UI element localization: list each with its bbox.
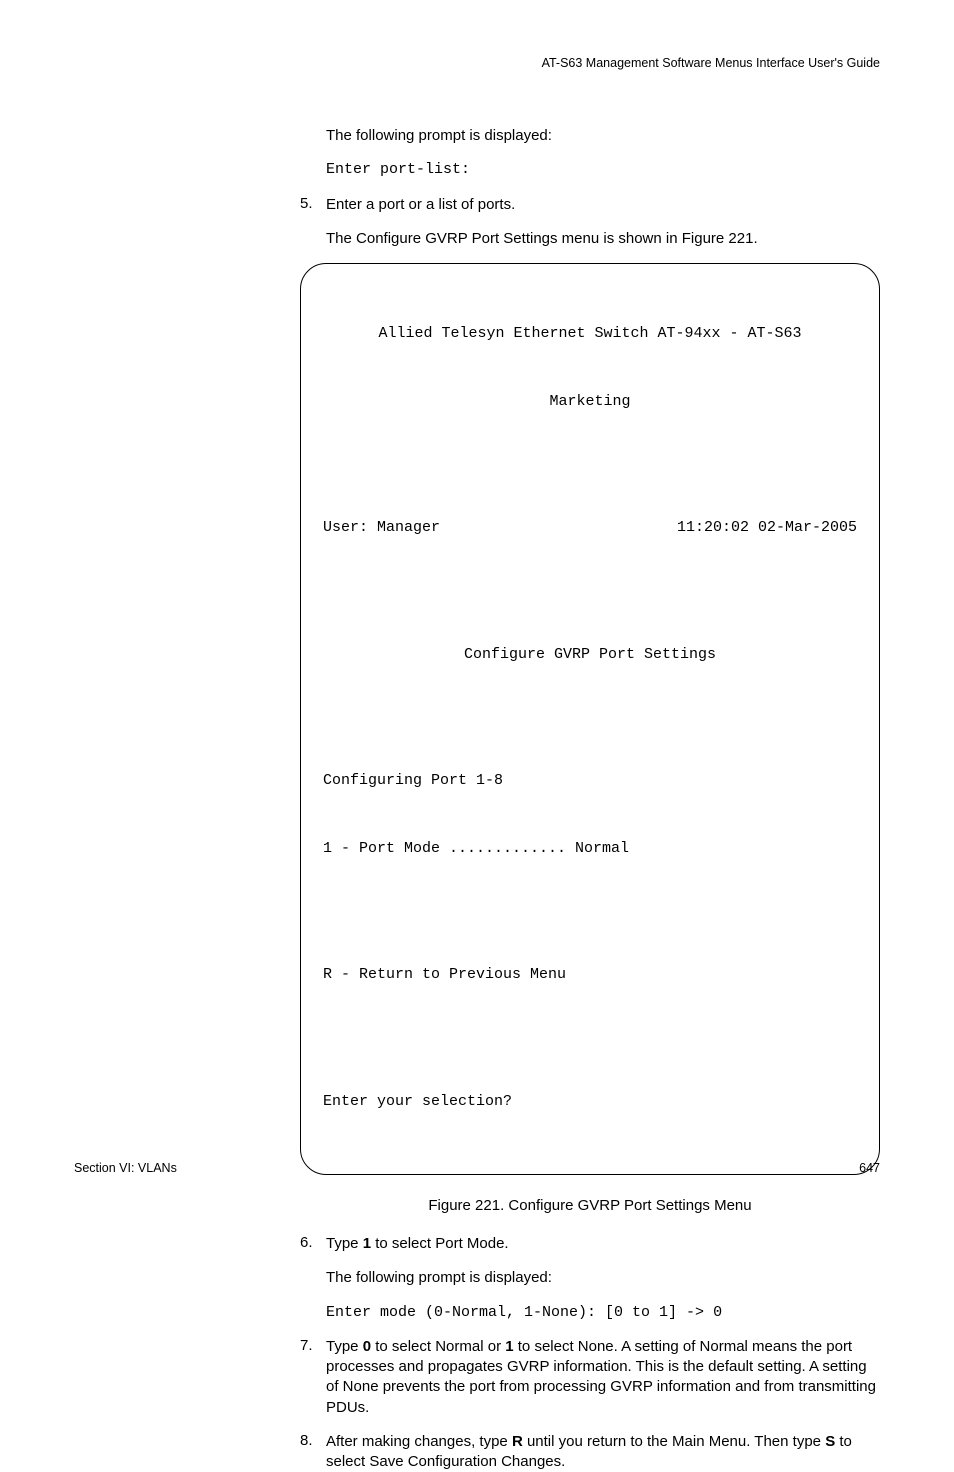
terminal-figure: Allied Telesyn Ethernet Switch AT-94xx -… (300, 263, 880, 1175)
step-5: 5. Enter a port or a list of ports. (300, 195, 880, 215)
text-run: to select Normal or (371, 1338, 505, 1355)
step-body: Type 0 to select Normal or 1 to select N… (326, 1337, 880, 1418)
step-6: 6. Type 1 to select Port Mode. (300, 1234, 880, 1254)
step-body: Type 1 to select Port Mode. (326, 1234, 509, 1254)
step-number: 8. (300, 1432, 326, 1472)
bold-key: 1 (363, 1235, 371, 1252)
terminal-title-2: Marketing (323, 391, 857, 414)
terminal-user-row: User: Manager 11:20:02 02-Mar-2005 (323, 517, 857, 540)
step-number: 6. (300, 1234, 326, 1254)
step-body: Enter a port or a list of ports. (326, 195, 515, 215)
text-run: until you return to the Main Menu. Then … (523, 1433, 825, 1450)
step-number: 7. (300, 1337, 326, 1418)
code-line: Enter port-list: (326, 160, 880, 180)
main-content: The following prompt is displayed: Enter… (300, 126, 880, 249)
text-run: Type (326, 1338, 363, 1355)
page-container: AT-S63 Management Software Menus Interfa… (0, 0, 954, 1472)
bold-key: 1 (505, 1338, 513, 1355)
bold-key: R (512, 1433, 523, 1450)
terminal-line: Configuring Port 1-8 (323, 770, 857, 793)
text-run: to select Port Mode. (371, 1235, 509, 1252)
page-footer: Section VI: VLANs 647 (74, 1161, 880, 1175)
text-run: After making changes, type (326, 1433, 512, 1450)
terminal-user: User: Manager (323, 517, 440, 540)
page-header: AT-S63 Management Software Menus Interfa… (74, 56, 880, 70)
bold-key: S (825, 1433, 835, 1450)
guide-title: AT-S63 Management Software Menus Interfa… (542, 56, 880, 70)
paragraph: The following prompt is displayed: (326, 1268, 880, 1288)
terminal-box: Allied Telesyn Ethernet Switch AT-94xx -… (300, 263, 880, 1175)
bold-key: 0 (363, 1338, 371, 1355)
paragraph: The Configure GVRP Port Settings menu is… (326, 229, 880, 249)
step-7: 7. Type 0 to select Normal or 1 to selec… (300, 1337, 880, 1418)
footer-section: Section VI: VLANs (74, 1161, 177, 1175)
text-run: Type (326, 1235, 363, 1252)
step-body: After making changes, type R until you r… (326, 1432, 880, 1472)
terminal-title-1: Allied Telesyn Ethernet Switch AT-94xx -… (323, 323, 857, 346)
main-content-2: 6. Type 1 to select Port Mode. The follo… (300, 1234, 880, 1472)
terminal-menu-title: Configure GVRP Port Settings (323, 644, 857, 667)
code-line: Enter mode (0-Normal, 1-None): [0 to 1] … (326, 1303, 880, 1323)
terminal-line: R - Return to Previous Menu (323, 964, 857, 987)
figure-caption: Figure 221. Configure GVRP Port Settings… (300, 1197, 880, 1214)
step-8: 8. After making changes, type R until yo… (300, 1432, 880, 1472)
step-number: 5. (300, 195, 326, 215)
terminal-datetime: 11:20:02 02-Mar-2005 (677, 517, 857, 540)
terminal-line: 1 - Port Mode ............. Normal (323, 838, 857, 861)
paragraph: The following prompt is displayed: (326, 126, 880, 146)
terminal-line: Enter your selection? (323, 1091, 857, 1114)
footer-page-number: 647 (859, 1161, 880, 1175)
